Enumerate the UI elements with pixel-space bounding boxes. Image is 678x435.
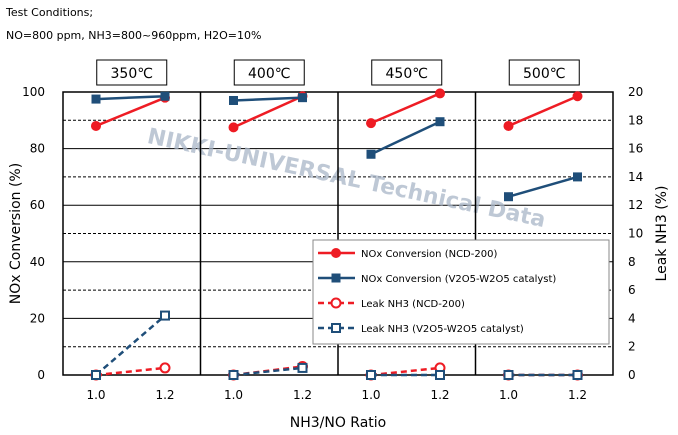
- y2-tick-label: 4: [628, 311, 636, 325]
- data-point: [572, 91, 583, 102]
- data-point: [228, 122, 239, 133]
- data-point: [297, 362, 308, 373]
- y-tick-label: 20: [30, 311, 45, 325]
- series-line: [233, 96, 303, 102]
- panel-label-box: [371, 59, 443, 86]
- data-point: [435, 117, 445, 127]
- data-point: [331, 248, 341, 258]
- data-point: [435, 88, 445, 99]
- y2-tick-label: 8: [628, 255, 636, 269]
- y-axis-title: NOx Conversion (%): [8, 163, 24, 304]
- data-point: [228, 370, 239, 380]
- y2-tick-label: 0: [628, 368, 636, 382]
- y2-tick-label: 6: [628, 283, 636, 297]
- panel-temperature-label: 350℃: [111, 66, 153, 82]
- y-tick-label: 60: [30, 198, 45, 212]
- x-tick-label: 1.0: [361, 388, 380, 402]
- panel-temperature-label: 400℃: [248, 66, 290, 82]
- data-point: [330, 297, 342, 309]
- series-line: [508, 95, 578, 128]
- y-tick-label: 40: [30, 255, 45, 269]
- data-point: [572, 370, 583, 380]
- data-point: [91, 120, 101, 131]
- panel-label-box: [233, 59, 305, 86]
- x-tick-label: 1.2: [568, 388, 587, 402]
- y-tick-label: 0: [37, 368, 45, 382]
- series-line: [95, 366, 166, 377]
- data-point: [229, 95, 238, 105]
- x-tick-label: 1.0: [86, 388, 105, 402]
- legend-label: NOx Conversion (NCD-200): [361, 249, 497, 260]
- data-point: [504, 192, 513, 202]
- series-line: [370, 120, 441, 156]
- y2-tick-label: 14: [628, 170, 643, 184]
- data-point: [573, 172, 582, 182]
- series-line: [95, 94, 166, 101]
- series-line: [233, 366, 303, 377]
- legend-label: Leak NH3 (NCD-200): [361, 299, 465, 310]
- x-tick-label: 1.2: [430, 388, 449, 402]
- series-line: [95, 314, 166, 376]
- x-tick-label: 1.2: [293, 388, 312, 402]
- y2-tick-label: 20: [628, 85, 643, 99]
- data-point: [91, 370, 101, 380]
- panel-temperature-label: 500℃: [523, 66, 565, 82]
- y2-tick-label: 2: [628, 340, 636, 354]
- watermark-text: NIKKI-UNIVERSAL Technical Data: [145, 124, 548, 233]
- data-point: [298, 93, 307, 103]
- data-point: [159, 362, 171, 374]
- series-line: [370, 92, 441, 125]
- panel-label-box: [96, 59, 168, 86]
- test-conditions-heading: Test Conditions;: [6, 6, 94, 19]
- data-point: [160, 91, 170, 101]
- legend-label: Leak NH3 (V2O5-W2O5 catalyst): [361, 324, 524, 335]
- y2-tick-label: 12: [628, 198, 643, 212]
- y2-tick-label: 10: [628, 227, 643, 241]
- series-line: [232, 95, 304, 129]
- series-line: [508, 175, 578, 198]
- series-line: [95, 96, 166, 128]
- data-point: [160, 310, 170, 321]
- y2-axis-title: Leak NH3 (%): [654, 186, 670, 282]
- data-point: [91, 94, 101, 104]
- x-tick-label: 1.2: [155, 388, 174, 402]
- data-point: [331, 323, 341, 333]
- data-point: [503, 120, 514, 131]
- y-tick-label: 80: [30, 142, 45, 156]
- x-tick-label: 1.0: [224, 388, 243, 402]
- x-axis-title: NH3/NO Ratio: [290, 415, 387, 431]
- panel-label-box: [508, 59, 580, 86]
- test-conditions-values: NO=800 ppm, NH3=800~960ppm, H2O=10%: [6, 29, 262, 42]
- y-tick-label: 100: [22, 85, 45, 99]
- legend-box: [312, 239, 610, 345]
- data-point: [366, 370, 376, 380]
- data-point: [435, 370, 445, 380]
- y2-tick-label: 18: [628, 113, 643, 127]
- panel-temperature-label: 450℃: [386, 66, 428, 82]
- data-point: [331, 273, 341, 283]
- data-point: [366, 149, 376, 159]
- legend-label: NOx Conversion (V2O5-W2O5 catalyst): [361, 274, 556, 285]
- data-point: [366, 118, 376, 129]
- y2-tick-label: 16: [628, 142, 643, 156]
- x-tick-label: 1.0: [499, 388, 518, 402]
- data-point: [503, 370, 514, 380]
